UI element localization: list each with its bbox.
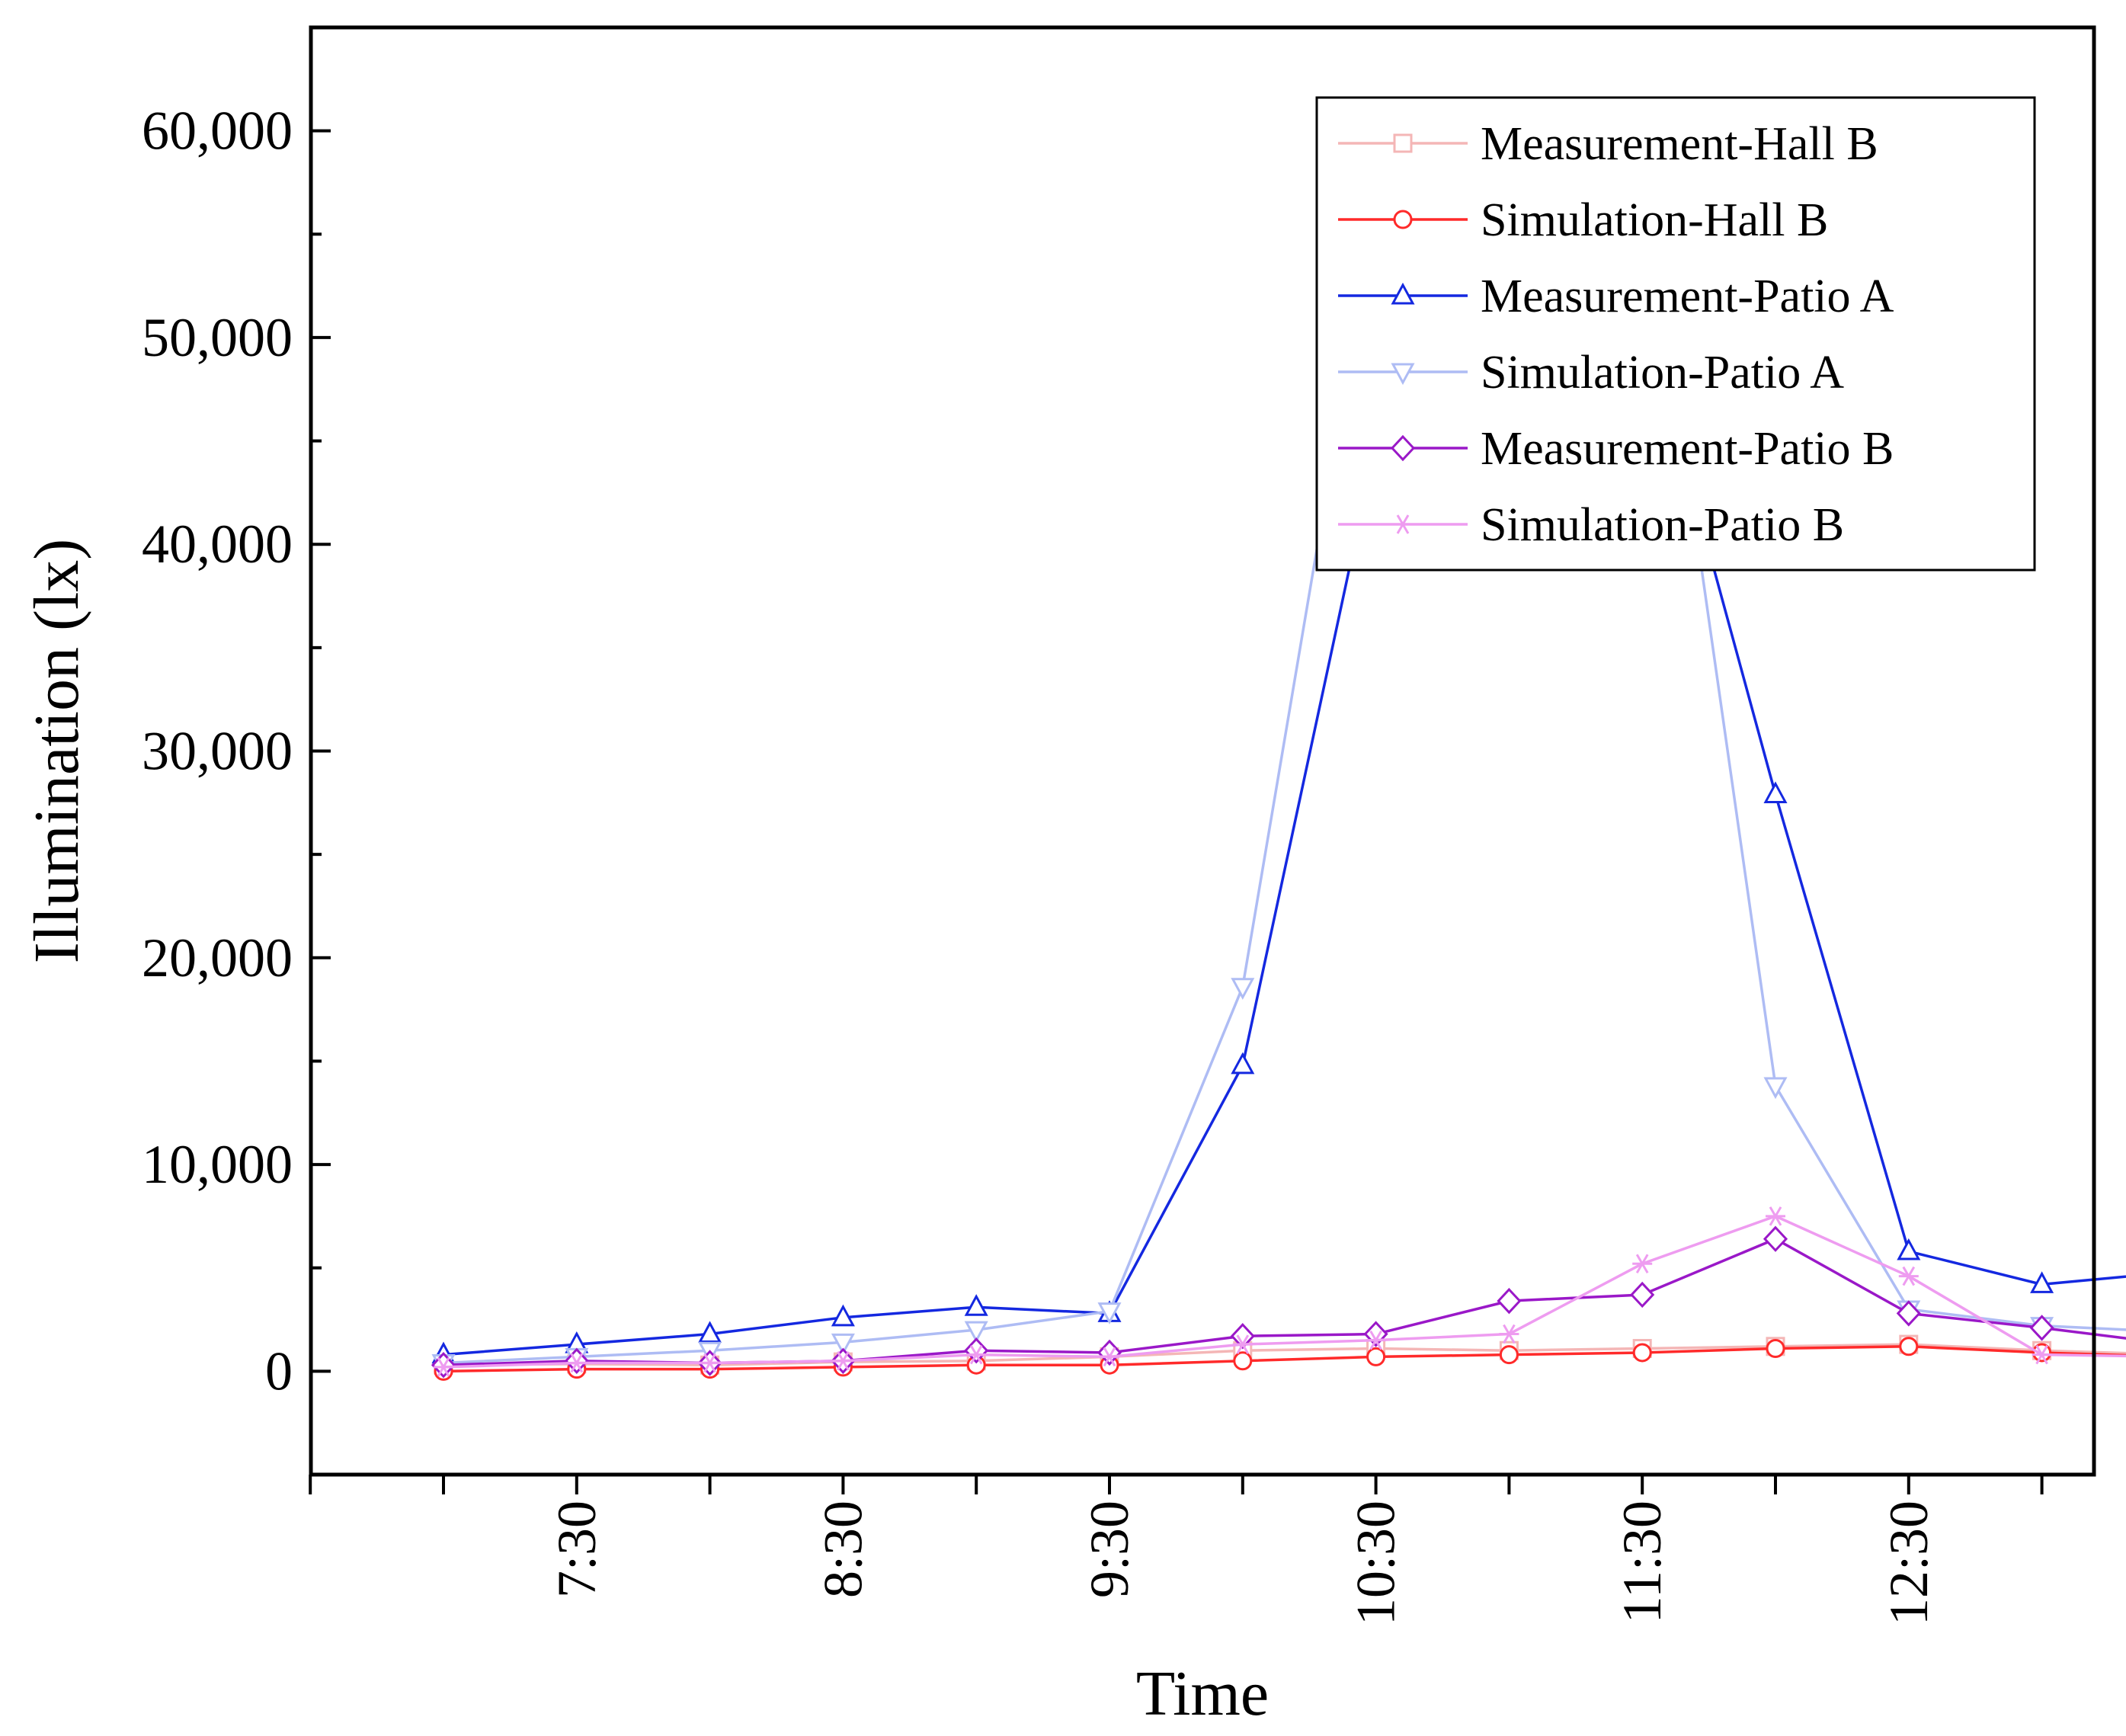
data-point	[1632, 1254, 1653, 1274]
y-tick-label: 40,000	[142, 514, 293, 575]
legend-entry: Measurement-Hall B	[1338, 118, 1878, 170]
data-point	[1898, 1266, 1919, 1286]
asterisk-stroke	[437, 1357, 450, 1377]
series-line	[443, 1215, 2126, 1369]
asterisk-stroke	[1396, 514, 1410, 534]
data-point	[1100, 1347, 1119, 1367]
y-tick-label: 0	[265, 1340, 293, 1401]
legend-entry: Simulation-Hall B	[1338, 194, 1828, 246]
asterisk-stroke	[1769, 1206, 1782, 1226]
data-point	[964, 1321, 988, 1344]
legend-marker	[1393, 133, 1413, 153]
data-point	[1499, 1324, 1519, 1344]
data-point	[2030, 1271, 2054, 1293]
legend-label: Simulation-Patio B	[1481, 499, 1844, 551]
data-point	[1231, 1052, 1255, 1075]
data-point	[1233, 1351, 1253, 1371]
asterisk-stroke	[1369, 1330, 1382, 1350]
legend-marker	[1393, 514, 1413, 534]
series-6	[434, 1206, 2126, 1377]
series-line	[443, 305, 2126, 1356]
data-point	[1366, 1347, 1386, 1366]
data-point	[1766, 1339, 1785, 1359]
legend: Measurement-Hall B Simulation-Hall B Measu…	[1315, 96, 2036, 572]
y-tick-label: 10,000	[142, 1134, 293, 1195]
data-point	[1497, 1287, 1522, 1315]
data-point	[434, 1357, 453, 1377]
legend-label: Simulation-Hall B	[1481, 194, 1828, 246]
data-point	[1630, 1281, 1655, 1308]
legend-label: Simulation-Patio A	[1481, 347, 1844, 399]
legend-entry: Simulation-Patio A	[1338, 347, 1844, 399]
asterisk-stroke	[969, 1344, 983, 1365]
data-point	[2032, 1344, 2052, 1365]
data-point	[1230, 1323, 1255, 1350]
y-tick-label: 50,000	[142, 307, 293, 368]
x-tick-label: 12:30	[1878, 1501, 1939, 1625]
x-tick-label: 11:30	[1612, 1501, 1673, 1623]
data-point	[1231, 978, 1255, 1000]
legend-marker	[1391, 282, 1415, 305]
x-tick-label: 8:30	[812, 1501, 873, 1598]
data-point	[698, 1321, 722, 1344]
data-point	[1763, 1077, 1788, 1100]
legend-label: Measurement-Hall B	[1481, 118, 1878, 170]
x-tick-label: 7:30	[546, 1501, 607, 1598]
asterisk-stroke	[1103, 1347, 1116, 1367]
series-line	[443, 1237, 2126, 1366]
data-point	[1763, 781, 1788, 803]
legend-entry: Measurement-Patio B	[1338, 423, 1894, 475]
legend-marker	[1391, 363, 1415, 386]
x-tick-label: 10:30	[1346, 1501, 1407, 1625]
data-point	[964, 1294, 988, 1316]
y-tick-label: 60,000	[142, 101, 293, 162]
legend-label: Measurement-Patio A	[1481, 271, 1894, 322]
data-point	[1766, 1206, 1785, 1226]
legend-box	[1315, 96, 2036, 572]
data-point	[2029, 1315, 2054, 1341]
series-5	[431, 1225, 2126, 1379]
y-tick-label: 20,000	[142, 927, 293, 988]
data-point	[833, 1351, 853, 1371]
data-point	[1896, 1300, 1921, 1327]
series-line	[443, 1345, 2126, 1373]
data-point	[1632, 1343, 1652, 1363]
data-point	[1097, 1302, 1122, 1324]
data-point	[1232, 1334, 1253, 1354]
data-point	[831, 1304, 855, 1327]
asterisk-stroke	[1902, 1266, 1916, 1286]
data-point	[1763, 1225, 1788, 1252]
data-point	[1366, 1330, 1386, 1350]
asterisk-stroke	[703, 1353, 716, 1373]
y-axis-title: Illumination (lx)	[21, 539, 92, 964]
axes: 0 10,000 20,000 30,000 40,000 50,000 60,000 7:3…	[142, 25, 2096, 1625]
asterisk-stroke	[570, 1353, 584, 1373]
series-line	[443, 1343, 2126, 1366]
legend-entry: Measurement-Patio A	[1338, 271, 1894, 322]
data-point	[566, 1353, 587, 1373]
legend-marker	[1393, 210, 1413, 229]
x-tick-label: 9:30	[1079, 1501, 1140, 1598]
asterisk-stroke	[1503, 1324, 1516, 1344]
asterisk-stroke	[2035, 1344, 2048, 1365]
legend-entry: Simulation-Patio B	[1338, 499, 1844, 551]
legend-marker	[1390, 434, 1416, 462]
data-point	[1897, 1238, 1921, 1260]
series-line	[443, 152, 2126, 1365]
asterisk-stroke	[1236, 1334, 1250, 1354]
asterisk-stroke	[837, 1351, 850, 1371]
data-point	[700, 1353, 720, 1373]
data-point	[1097, 1339, 1122, 1366]
data-point	[966, 1344, 987, 1365]
legend-label: Measurement-Patio B	[1481, 423, 1894, 475]
data-point	[1499, 1345, 1519, 1365]
data-point	[1899, 1337, 1919, 1356]
asterisk-stroke	[1635, 1254, 1649, 1274]
y-tick-label: 30,000	[142, 721, 293, 782]
x-axis-title: Time	[1136, 1658, 1269, 1729]
data-point	[831, 1333, 855, 1356]
